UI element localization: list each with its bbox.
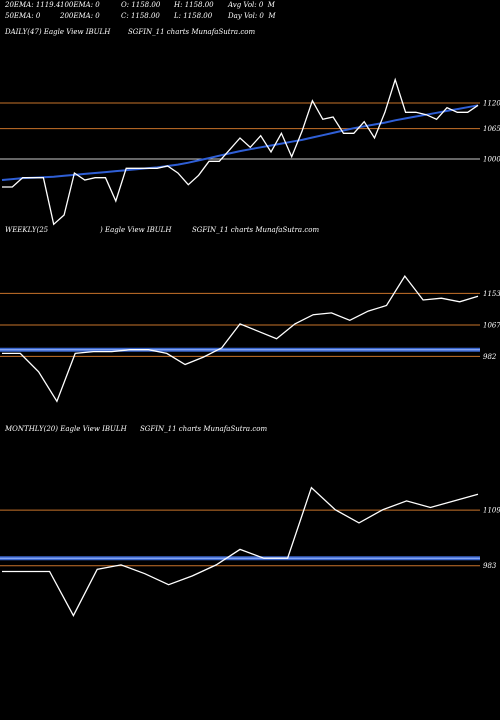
panel-1-level-label-2: 982 xyxy=(483,353,497,361)
panel-2-price-line xyxy=(2,486,479,617)
panel-1-title: WEEKLY(25 xyxy=(5,226,49,234)
header-row2-col4: L: 1158.00 xyxy=(174,12,213,20)
panel-2-subtitle: SGFIN_11 charts MunafaSutra.com xyxy=(140,425,267,433)
header-row1-col5: Avg Vol: 0 M xyxy=(228,1,275,9)
header-row2-col3: C: 1158.00 xyxy=(121,12,160,20)
panel-1-level-label-1: 1067 xyxy=(483,322,500,330)
panel-1-subtitle: ) Eagle View IBULH xyxy=(99,226,172,234)
panel-1-price-line xyxy=(2,274,479,403)
panel-2-level-label-1: 983 xyxy=(483,562,497,570)
panel-2-level-label-0: 1109 xyxy=(483,507,500,515)
panel-0-price-line xyxy=(2,77,479,226)
panel-0-level-label-2: 1000 xyxy=(483,156,500,164)
panel-0-level-label-0: 1120 xyxy=(483,100,500,108)
panel-0-level-label-1: 1065 xyxy=(483,125,500,133)
panel-0-title: DAILY(47) Eagle View IBULH xyxy=(4,28,111,36)
panel-1-level-label-0: 1153 xyxy=(483,290,500,298)
header-row2-col2: 200EMA: 0 xyxy=(60,12,100,20)
panel-0-ema-line xyxy=(1,104,479,181)
header-row1-col3: O: 1158.00 xyxy=(121,1,161,9)
header-row1-col4: H: 1158.00 xyxy=(174,1,214,9)
header-row2-col1: 50EMA: 0 xyxy=(5,12,41,20)
header-row1-col2: 100EMA: 0 xyxy=(60,1,100,9)
panel-2-title: MONTHLY(20) Eagle View IBULH xyxy=(4,425,128,433)
panel-0-subtitle: SGFIN_11 charts MunafaSutra.com xyxy=(128,28,255,36)
header-row2-col5: Day Vol: 0 M xyxy=(228,12,276,20)
panel-1-subtitle2: SGFIN_11 charts MunafaSutra.com xyxy=(192,226,319,234)
header-row1-col1: 20EMA: 1119.4 xyxy=(5,1,61,9)
